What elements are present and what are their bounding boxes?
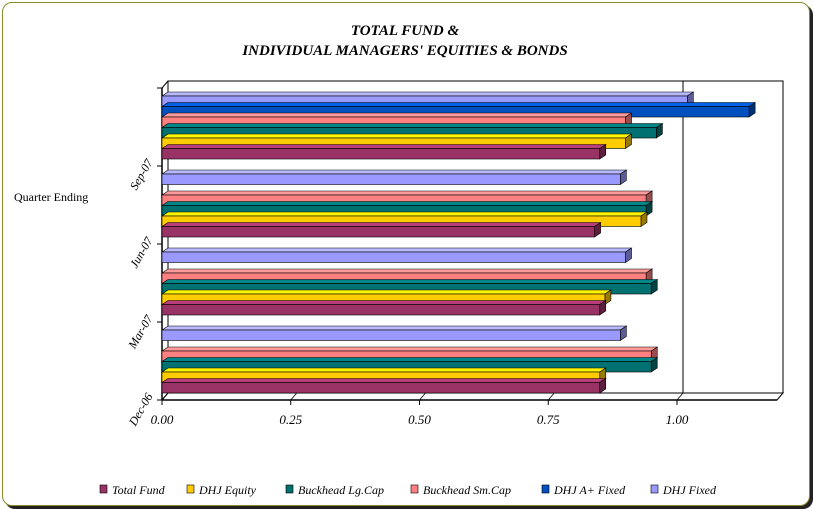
- x-tick-depth: [161, 392, 169, 401]
- plot-area: 0.00 0.25 0.50 0.75 1.00Dec-06Mar-07Jun-07Se…: [125, 80, 785, 429]
- category-label: Mar-07: [125, 312, 156, 352]
- legend-swatch: [99, 484, 108, 494]
- bar-top: [161, 247, 633, 253]
- bar-total-fund-jun-07: [161, 226, 595, 238]
- bar-total-fund-dec-06: [161, 382, 601, 394]
- category-label: Sep-07: [127, 156, 156, 193]
- bar-top: [161, 112, 633, 118]
- x-tick-depth: [290, 392, 298, 401]
- bar-total-fund-sep-07: [161, 148, 601, 160]
- bar-top: [161, 357, 659, 362]
- legend-swatch: [410, 484, 419, 494]
- floor: [160, 392, 785, 401]
- bar-top: [161, 91, 695, 97]
- bar-top: [161, 169, 628, 175]
- bar-top: [161, 102, 757, 107]
- chart-title: TOTAL FUND & INDIVIDUAL MANAGERS' EQUITI…: [241, 23, 567, 59]
- bar-top: [161, 222, 602, 227]
- x-tick-label: 0.50: [408, 412, 431, 427]
- bar-top: [161, 325, 628, 331]
- x-tick-depth: [676, 392, 684, 401]
- bar-top: [161, 268, 654, 274]
- bar-dhj-fixed-mar-07: [161, 251, 626, 263]
- bar-top: [161, 346, 659, 352]
- legend-label: Buckhead Sm.Cap: [423, 483, 511, 497]
- legend-label: DHJ Equity: [198, 483, 257, 497]
- bar-top: [161, 378, 607, 383]
- legend-swatch: [186, 484, 195, 494]
- legend-swatch: [541, 484, 550, 494]
- bar-top: [161, 279, 659, 284]
- legend-label: DHJ Fixed: [662, 483, 717, 497]
- bar-top: [161, 190, 654, 196]
- x-tick-label: 0.75: [537, 412, 560, 427]
- legend: Total Fund DHJ Equity Buckhead Lg.Cap Buckh…: [99, 483, 717, 497]
- bar-top: [161, 367, 607, 373]
- y-axis-label: Quarter Ending: [14, 190, 88, 204]
- bar-top: [161, 211, 648, 217]
- category-label: Jun-07: [127, 234, 156, 271]
- bar-dhj-fixed-dec-06: [161, 329, 621, 341]
- legend-swatch: [650, 484, 659, 494]
- bar-top: [161, 201, 654, 206]
- chart-title-line-2: INDIVIDUAL MANAGERS' EQUITIES & BONDS: [241, 43, 567, 59]
- legend-swatch: [285, 484, 294, 494]
- bar-top: [161, 300, 607, 305]
- legend-label: Total Fund: [112, 483, 166, 497]
- bar-top: [161, 123, 664, 128]
- x-tick-depth: [547, 392, 555, 401]
- x-tick-depth: [419, 392, 426, 401]
- bar-top: [161, 133, 633, 139]
- bar-top: [161, 289, 612, 295]
- x-tick-label: 0.25: [279, 412, 302, 427]
- chart-title-line-1: TOTAL FUND &: [351, 23, 460, 39]
- x-tick-label: 0.00: [151, 412, 174, 427]
- legend-label: Buckhead Lg.Cap: [298, 483, 384, 497]
- bar-top: [161, 144, 607, 149]
- bar-dhj-fixed-jun-07: [161, 173, 621, 185]
- legend-label: DHJ A+ Fixed: [553, 483, 626, 497]
- x-tick-label: 1.00: [666, 412, 689, 427]
- bar-total-fund-mar-07: [161, 304, 601, 316]
